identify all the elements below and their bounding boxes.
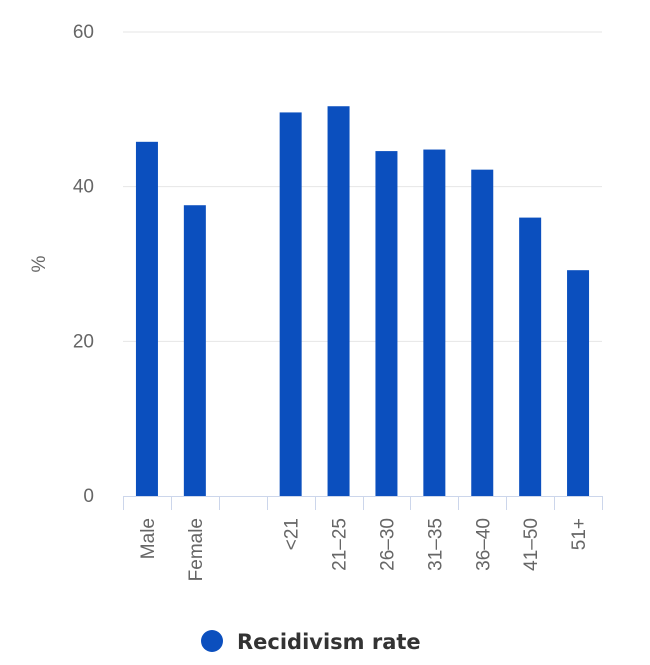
bar-21–25[interactable]	[327, 106, 350, 497]
y-axis-tick-labels: 0 20 40 60	[73, 22, 94, 507]
bars	[135, 106, 590, 497]
y-tick-label: 40	[73, 177, 94, 198]
legend-marker-recidivism-rate	[201, 630, 223, 652]
y-tick-label: 20	[73, 331, 94, 352]
x-tick-label: Male	[138, 518, 159, 559]
bar-Female[interactable]	[183, 205, 206, 496]
legend-label-recidivism-rate: Recidivism rate	[237, 630, 421, 654]
x-axis-tick-labels: Male Female <21 21–25 26–30 31–35 36–40 41–50 51…	[138, 518, 590, 581]
x-axis-ticks	[123, 496, 603, 510]
y-tick-label: 0	[83, 486, 94, 507]
bar-31–35[interactable]	[423, 149, 446, 496]
x-tick-label: 41–50	[521, 518, 542, 571]
bar-51+[interactable]	[567, 270, 590, 496]
x-tick-label: <21	[282, 518, 303, 550]
bar-Male[interactable]	[135, 141, 158, 496]
x-tick-label: 36–40	[473, 518, 494, 571]
x-tick-label: Female	[186, 518, 207, 581]
bar-36–40[interactable]	[471, 169, 494, 497]
x-tick-label: 21–25	[330, 518, 351, 571]
y-tick-label: 60	[73, 22, 94, 43]
x-tick-label: 31–35	[425, 518, 446, 571]
x-tick-label: 51+	[569, 518, 590, 550]
bar-41–50[interactable]	[519, 217, 542, 496]
legend[interactable]: Recidivism rate	[201, 630, 421, 654]
bar-26–30[interactable]	[375, 151, 398, 497]
bar-<21[interactable]	[279, 112, 302, 496]
x-tick-label: 26–30	[377, 518, 398, 571]
y-axis-title: %	[29, 255, 50, 272]
